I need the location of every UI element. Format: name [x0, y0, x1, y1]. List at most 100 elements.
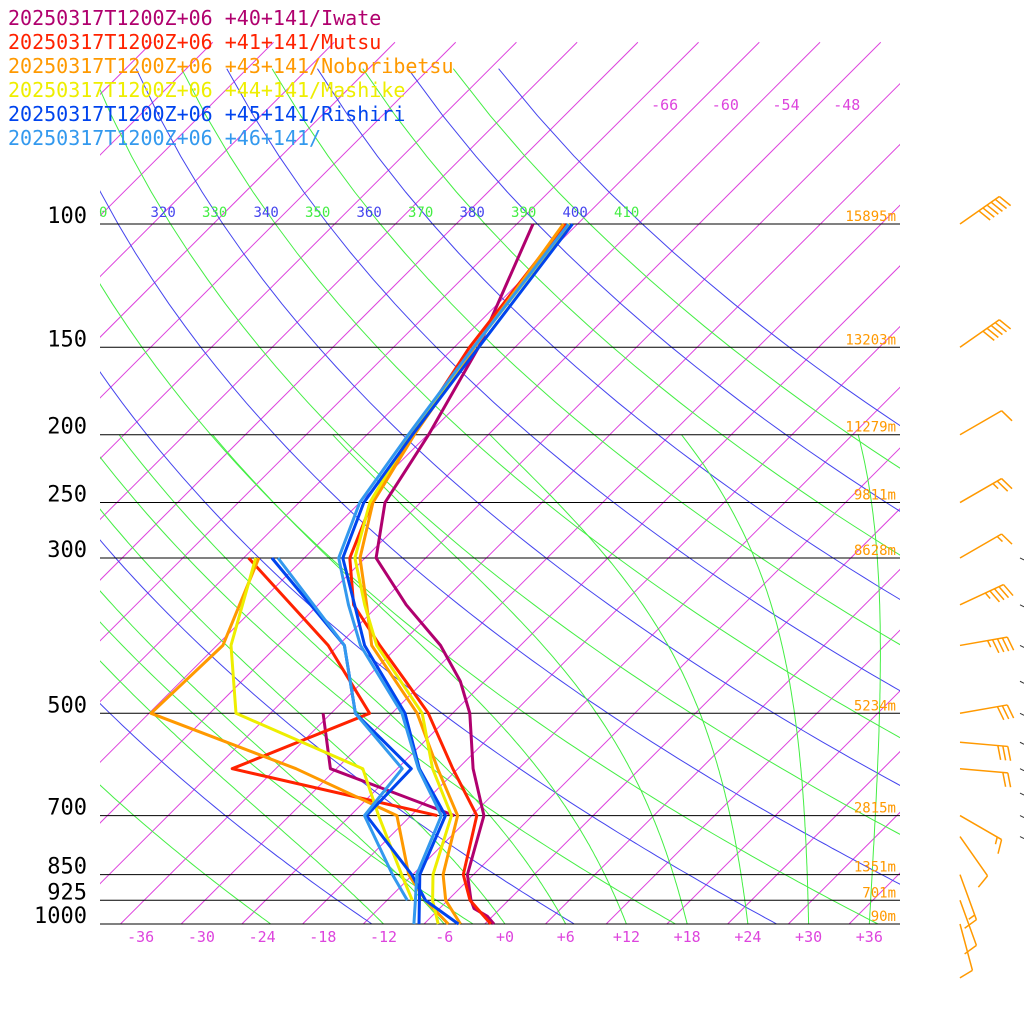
legend-entry-46n: 20250317T1200Z+06 +46+141/: [8, 126, 322, 150]
wind-barb-staff: [959, 836, 989, 877]
theta-label: 400: [563, 205, 588, 221]
wind-barb-staff: [959, 636, 1008, 647]
wind-barb-staff: [959, 767, 1008, 774]
wind-barb-feather: [977, 875, 989, 888]
theta-label: 330: [202, 205, 227, 221]
isotherm-line: [100, 41, 639, 581]
legend-entry-iwate: 20250317T1200Z+06 +40+141/Iwate: [8, 6, 382, 30]
wind-barb-feather: [959, 969, 973, 979]
height-label: 13203m: [845, 332, 896, 348]
height-label: 9811m: [854, 488, 896, 504]
wind-barb: [959, 704, 1015, 721]
temperature-tick-label: +6: [557, 928, 575, 946]
edge-dash: [1019, 768, 1024, 772]
wind-barb-feather: [1007, 772, 1012, 788]
height-label: 5234m: [854, 698, 896, 714]
wind-barb-feather: [1001, 637, 1010, 652]
wind-barb-staff: [959, 195, 1000, 225]
wind-barb-feather: [996, 638, 1005, 653]
wind-barb-staff: [959, 583, 1004, 606]
wind-barb-feather: [1001, 410, 1013, 422]
height-label: 11279m: [845, 420, 896, 436]
height-label: 2815m: [854, 801, 896, 817]
wind-barb: [959, 900, 978, 955]
temperature-tick-label: -24: [249, 928, 276, 946]
edge-dash: [1019, 836, 1024, 839]
theta-label: 340: [254, 205, 279, 221]
wind-barb-feather: [991, 639, 1000, 654]
moist-adiabat-line: [857, 434, 881, 925]
wind-barb-staff: [959, 923, 974, 971]
dry-adiabat-line: [452, 68, 900, 469]
wind-barb: [959, 923, 974, 979]
isotherm-line: [100, 41, 760, 703]
wind-barb-feather: [998, 586, 1010, 599]
temperature-tick-label: +12: [613, 928, 640, 946]
temperature-tick-label: -36: [127, 928, 154, 946]
dry-adiabat-line: [100, 190, 900, 885]
wind-barb-feather: [997, 839, 1003, 854]
theta-label: 390: [511, 205, 536, 221]
isotherm-line: [100, 41, 335, 278]
isobar-lines: [100, 223, 900, 925]
edge-dash: [1019, 644, 1024, 648]
wind-barb-feather: [1006, 636, 1015, 651]
theta-label: 370: [408, 205, 433, 221]
wind-barb-staff: [959, 410, 1002, 436]
theta-label: 0: [99, 205, 107, 221]
wind-barb-feather: [982, 207, 995, 218]
wind-barb-feather: [1002, 745, 1007, 761]
dry-adiabat-line: [362, 68, 900, 556]
moist-adiabat-line: [100, 508, 506, 925]
wind-barb-feather: [1001, 478, 1013, 490]
moist-adiabat-line: [100, 660, 384, 925]
isotherm-line: [180, 204, 900, 925]
wind-barb-staff: [959, 319, 1000, 348]
wind-barb-feather: [1002, 772, 1007, 787]
isotherm-line: [100, 41, 821, 763]
dry-adiabat-line: [181, 68, 900, 739]
wind-barb-feather: [990, 201, 1003, 212]
isotherm-line: [605, 629, 900, 925]
dry-adiabat-line: [100, 456, 676, 925]
pressure-label-1000: 1000: [34, 904, 87, 929]
wind-barb-feather: [996, 706, 1005, 721]
height-label: 15895m: [845, 209, 896, 225]
legend-entry-noboribetsu: 20250317T1200Z+06 +43+141/Noboribetsu: [8, 54, 454, 78]
isotherm-line: [100, 41, 457, 399]
edge-dash: [1019, 712, 1024, 716]
temperature-line-4: [341, 223, 574, 925]
pressure-label-700: 700: [47, 796, 87, 821]
skewed-temperature-label: -66: [651, 96, 678, 114]
wind-barb-feather: [990, 324, 1003, 336]
temperature-tick-label: -30: [188, 928, 215, 946]
moist-adiabat-line: [100, 590, 445, 925]
wind-barb: [959, 319, 1012, 348]
theta-label: 410: [614, 205, 639, 221]
theta-label: 360: [357, 205, 382, 221]
pressure-label-850: 850: [47, 855, 87, 880]
wind-barb-feather: [982, 330, 995, 341]
isotherm-line: [362, 386, 900, 925]
dry-adiabat-line: [100, 702, 373, 925]
height-label: 1351m: [854, 860, 896, 876]
wind-barbs: [959, 195, 1024, 979]
temperature-tick-label: -6: [435, 928, 453, 946]
dewpoint-line-3: [229, 557, 414, 901]
moist-adiabat-line: [489, 434, 749, 925]
height-label: 90m: [871, 909, 896, 925]
isotherm-line: [727, 750, 900, 925]
wind-barb: [959, 814, 1003, 854]
wind-barb-half-feather: [996, 535, 1003, 543]
dry-adiabat-line: [100, 88, 900, 835]
moist-adiabat-line: [332, 434, 688, 925]
wind-barb-feather: [1001, 705, 1010, 720]
temperature-tick-label: -12: [370, 928, 397, 946]
wind-barb-feather: [1007, 746, 1012, 761]
moist-adiabat-line: [681, 434, 810, 924]
wind-barb-staff: [959, 477, 1002, 504]
wind-barb: [959, 874, 978, 929]
pressure-label-300: 300: [47, 538, 87, 563]
moist-adiabat-line: [212, 434, 627, 925]
wind-barb-feather: [978, 210, 991, 221]
